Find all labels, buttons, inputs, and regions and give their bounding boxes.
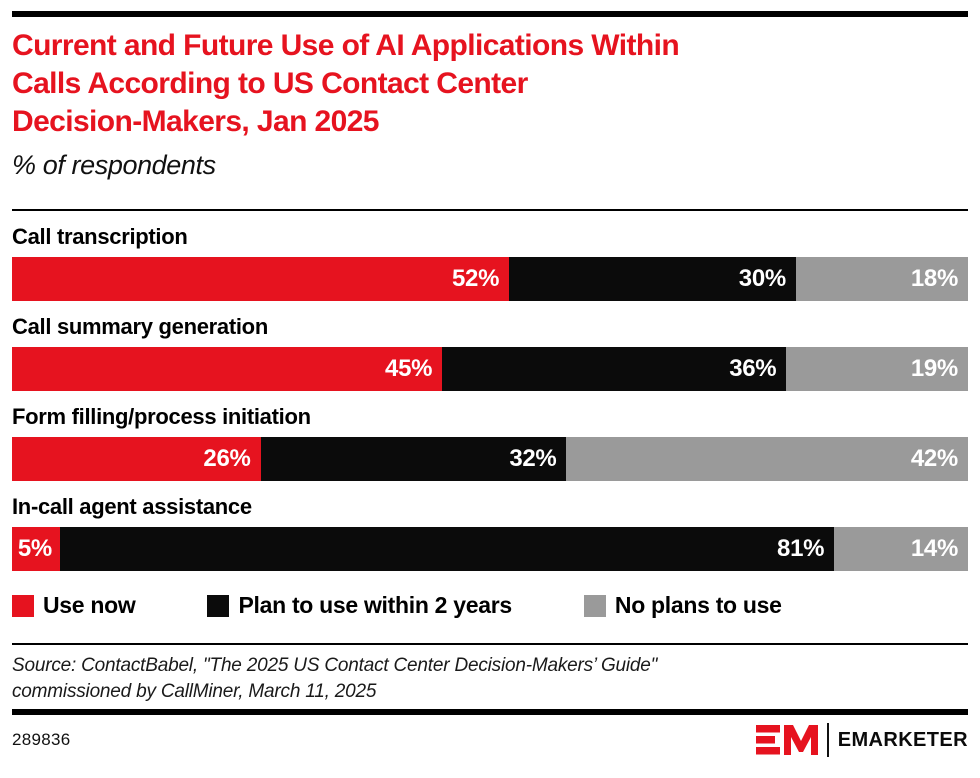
bar-segment: 32% (260, 437, 567, 481)
bar-segment: 18% (795, 257, 968, 301)
bar-value-label: 26% (203, 445, 251, 472)
legend-swatch-icon (583, 594, 606, 617)
legend-item: No plans to use (583, 592, 782, 619)
chart-title-line-2: Calls According to US Contact Center (12, 67, 528, 100)
emarketer-logomark-icon (755, 725, 818, 755)
bar-segment: 52% (12, 257, 510, 301)
stacked-bar: 26% 32% 42% (12, 437, 968, 481)
legend-label: Plan to use within 2 years (238, 592, 512, 618)
legend-label: No plans to use (614, 592, 782, 618)
bar-value-label: 5% (17, 535, 52, 562)
stacked-bar-chart: Call transcription 52% 30% 18% Call summary … (12, 224, 968, 571)
chart-row: Form filling/process initiation 26% 32% 42% (12, 404, 968, 481)
bar-value-label: 81% (777, 535, 825, 562)
bar-value-label: 32% (509, 445, 557, 472)
source-note: Source: ContactBabel, "The 2025 US Conta… (12, 653, 968, 705)
bar-category-label: Call summary generation (12, 314, 268, 339)
bar-segment: 14% (834, 527, 968, 571)
chart-title-line-3: Decision-Makers, Jan 2025 (12, 105, 379, 138)
bar-value-label: 36% (729, 355, 777, 382)
top-rule (12, 11, 968, 17)
bar-category-label: Call transcription (12, 224, 188, 249)
bar-segment: 19% (786, 347, 968, 391)
bar-category-label: In-call agent assistance (12, 494, 252, 519)
bar-segment: 26% (12, 437, 261, 481)
bar-segment: 81% (59, 527, 835, 571)
bar-segment: 36% (442, 347, 787, 391)
bar-value-label: 14% (910, 535, 958, 562)
bar-value-label: 18% (910, 265, 958, 292)
chart-subtitle: % of respondents (12, 150, 216, 180)
chart-legend: Use now Plan to use within 2 years No plan… (12, 592, 968, 619)
stacked-bar: 52% 30% 18% (12, 257, 968, 301)
logo-divider (826, 723, 829, 757)
bar-value-label: 30% (738, 265, 786, 292)
bar-value-label: 52% (451, 265, 500, 292)
footer-rule (12, 709, 968, 715)
chart-row: In-call agent assistance 5% 81% 14% (12, 494, 968, 571)
chart-page: Current and Future Use of AI Application… (0, 11, 980, 778)
stacked-bar: 45% 36% 19% (12, 347, 968, 391)
legend-item: Use now (12, 592, 136, 619)
bar-value-label: 19% (910, 355, 958, 382)
chart-id: 289836 (12, 730, 71, 749)
bar-value-label: 42% (910, 445, 958, 472)
bar-segment: 45% (12, 347, 443, 391)
bar-category-label: Form filling/process initiation (12, 404, 311, 429)
bar-value-label: 45% (385, 355, 433, 382)
legend-item: Plan to use within 2 years (207, 592, 512, 619)
legend-label: Use now (43, 592, 136, 618)
chart-title: Current and Future Use of AI Application… (12, 27, 968, 141)
source-line-1: Source: ContactBabel, "The 2025 US Conta… (12, 655, 658, 676)
stacked-bar: 5% 81% 14% (12, 527, 968, 571)
bar-segment: 30% (509, 257, 796, 301)
legend-swatch-icon (207, 594, 230, 617)
chart-title-line-1: Current and Future Use of AI Application… (12, 29, 680, 62)
legend-swatch-icon (12, 594, 34, 617)
source-line-2: commissioned by CallMiner, March 11, 202… (12, 681, 377, 702)
emarketer-logo: EMARKETER (755, 723, 968, 757)
chart-row: Call transcription 52% 30% 18% (12, 224, 968, 301)
header-divider (12, 209, 968, 211)
source-divider (12, 643, 968, 645)
bar-segment: 42% (566, 437, 968, 481)
emarketer-wordmark: EMARKETER (837, 728, 968, 751)
chart-row: Call summary generation 45% 36% 19% (12, 314, 968, 391)
bar-segment: 5% (12, 527, 60, 571)
footer: 289836 EMARKETER (12, 715, 968, 765)
